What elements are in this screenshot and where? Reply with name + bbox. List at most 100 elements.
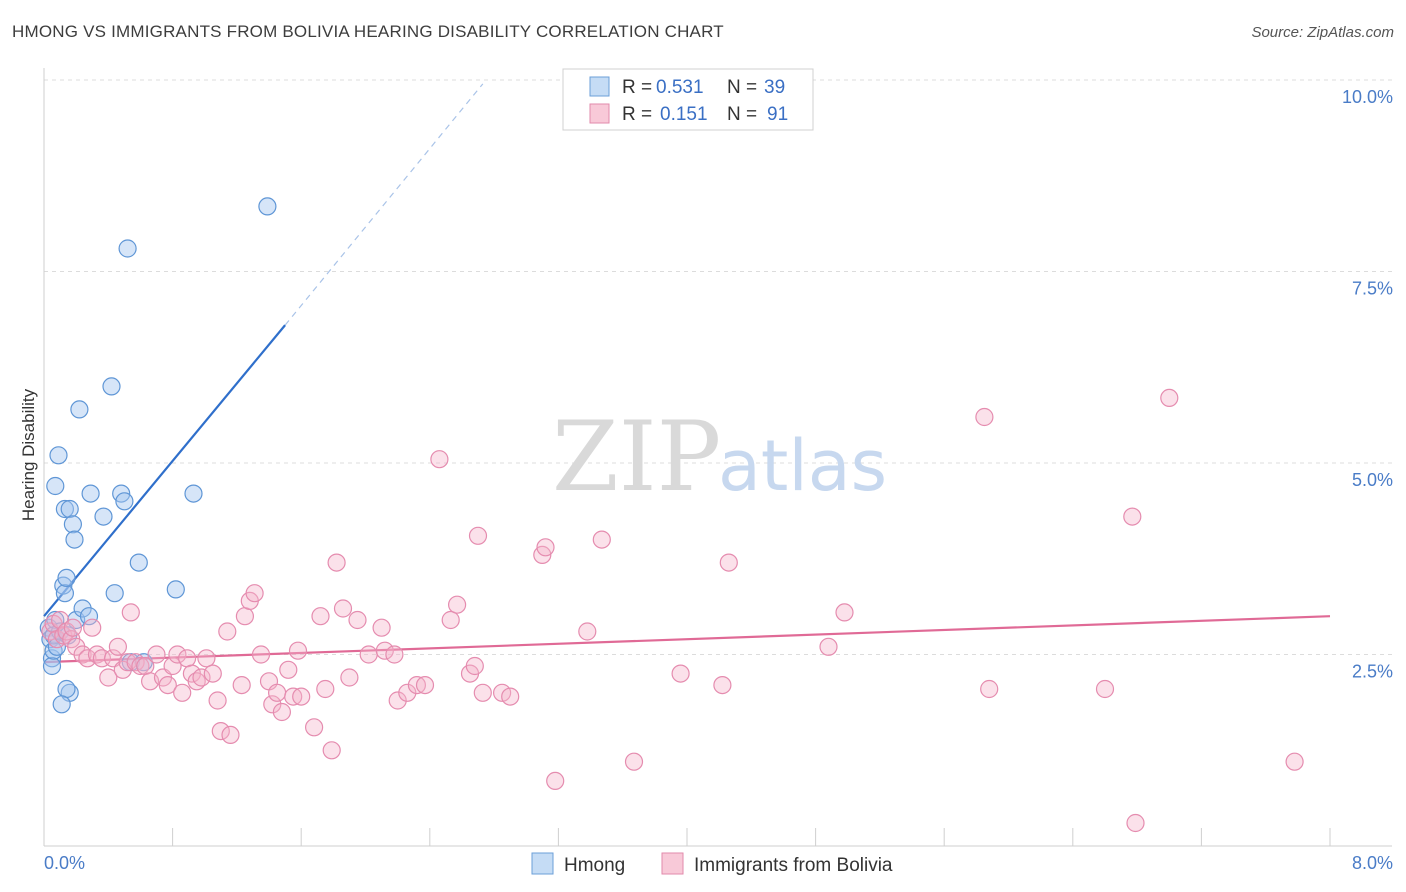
bolivia-point-73 (465, 656, 484, 676)
bolivia-point-21 (131, 656, 150, 676)
bolivia-point-53 (305, 718, 324, 737)
bolivia-point-60 (348, 610, 367, 630)
bolivia-point-33 (192, 668, 211, 687)
legend-r-value-1: 0.531 (656, 77, 704, 98)
bolivia-point-77 (501, 687, 520, 706)
hmong-point-15 (57, 679, 76, 699)
bolivia-point-55 (316, 679, 335, 699)
bolivia-point-34 (197, 649, 216, 668)
bolivia-point-44 (251, 645, 271, 664)
bolivia-point-86 (719, 553, 738, 572)
bolivia-point-84 (671, 664, 690, 683)
watermark-atlas: atlas (718, 425, 887, 507)
hmong-point-20 (60, 499, 79, 519)
bolivia-point-28 (168, 645, 187, 664)
hmong-point-37 (118, 239, 137, 258)
bolivia-point-63 (375, 641, 394, 660)
bolivia-point-29 (173, 683, 192, 702)
legend-r-value-2: 0.151 (660, 104, 708, 125)
bolivia-point-64 (385, 645, 404, 664)
x-tick-labels: 0.0% 8.0% (44, 853, 1393, 873)
hmong-point-3 (42, 656, 62, 676)
bolivia-point-27 (163, 656, 182, 676)
bolivia-point-74 (468, 526, 488, 545)
bolivia-point-59 (340, 668, 359, 687)
bolivia-point-82 (592, 530, 611, 549)
bolivia-point-62 (372, 618, 391, 637)
bolivia-point-19 (121, 603, 140, 622)
bolivia-point-49 (279, 660, 298, 679)
hmong-point-28 (102, 377, 121, 396)
bolivia-point-92 (1123, 507, 1142, 526)
hmong-point-25 (79, 607, 99, 626)
hmong-point-18 (46, 476, 65, 496)
bolivia-point-43 (245, 584, 264, 603)
hmong-point-27 (94, 507, 113, 526)
bolivia-point-48 (272, 702, 291, 722)
hmong-point-2 (42, 649, 62, 668)
hmong-point-21 (63, 515, 83, 534)
y-tick-labels: 2.5% 5.0% 7.5% 10.0% (1342, 87, 1393, 682)
hmong-point-26 (81, 484, 100, 503)
bolivia-point-93 (1126, 813, 1145, 833)
legend-n-value-1: 39 (764, 77, 785, 98)
bottom-legend-swatch-bolivia (661, 852, 684, 875)
bolivia-point-80 (546, 771, 565, 791)
axes (43, 68, 1392, 847)
hmong-point-38 (258, 197, 277, 216)
bolivia-trend-line (43, 615, 1331, 664)
y-tick-label-0: 2.5% (1352, 662, 1393, 682)
bolivia-point-90 (980, 679, 999, 699)
hmong-point-16 (52, 695, 71, 714)
legend-swatch-hmong (589, 76, 610, 97)
bolivia-point-10 (78, 649, 97, 668)
bolivia-point-70 (441, 610, 460, 630)
legend-n-value-2: 91 (767, 104, 788, 125)
bolivia-point-75 (473, 683, 492, 702)
legend-r-label-2: R = (622, 104, 652, 125)
bolivia-point-16 (108, 637, 128, 656)
bolivia-point-30 (178, 649, 197, 668)
bolivia-point-69 (430, 450, 449, 469)
bottom-legend-swatch-hmong (531, 852, 554, 875)
hmong-point-33 (129, 553, 148, 572)
trend-lines (43, 83, 1331, 664)
y-axis-label: Hearing Disability (19, 388, 38, 521)
bolivia-point-24 (147, 645, 166, 664)
bolivia-point-7 (63, 618, 83, 637)
bolivia-point-85 (713, 675, 732, 695)
bolivia-point-57 (327, 553, 346, 572)
hmong-point-31 (115, 492, 134, 511)
bolivia-point-38 (218, 622, 237, 641)
bottom-legend: Hmong Immigrants from Bolivia (531, 852, 893, 876)
bolivia-point-87 (819, 637, 838, 656)
bolivia-point-52 (292, 687, 311, 706)
y-tick-label-1: 5.0% (1352, 470, 1393, 490)
bolivia-point-66 (398, 683, 417, 702)
bolivia-point-39 (221, 725, 240, 745)
top-legend: R = 0.531 N = 39 R = 0.151 N = 91 (562, 68, 814, 131)
x-tick-label-0: 0.0% (44, 853, 85, 873)
y-tick-label-3: 10.0% (1342, 87, 1393, 107)
bolivia-point-11 (83, 618, 102, 637)
hmong-point-10 (55, 584, 75, 603)
hmong-point-17 (49, 446, 68, 465)
bolivia-point-61 (359, 645, 378, 664)
bolivia-point-35 (203, 664, 222, 683)
hmong-point-35 (166, 580, 185, 599)
bolivia-point-46 (263, 695, 282, 714)
bolivia-point-41 (235, 607, 254, 626)
y-tick-label-2: 7.5% (1352, 279, 1393, 299)
bolivia-point-37 (211, 721, 230, 741)
data-points (39, 197, 1304, 833)
bolivia-point-51 (288, 641, 308, 660)
bolivia-point-89 (975, 407, 994, 427)
bolivia-point-79 (536, 538, 555, 557)
bolivia-point-58 (333, 599, 353, 618)
bolivia-point-91 (1095, 679, 1115, 699)
legend-r-label-1: R = (622, 77, 652, 98)
bolivia-point-14 (99, 668, 118, 687)
bolivia-point-26 (158, 675, 177, 695)
bolivia-point-95 (1285, 752, 1304, 771)
